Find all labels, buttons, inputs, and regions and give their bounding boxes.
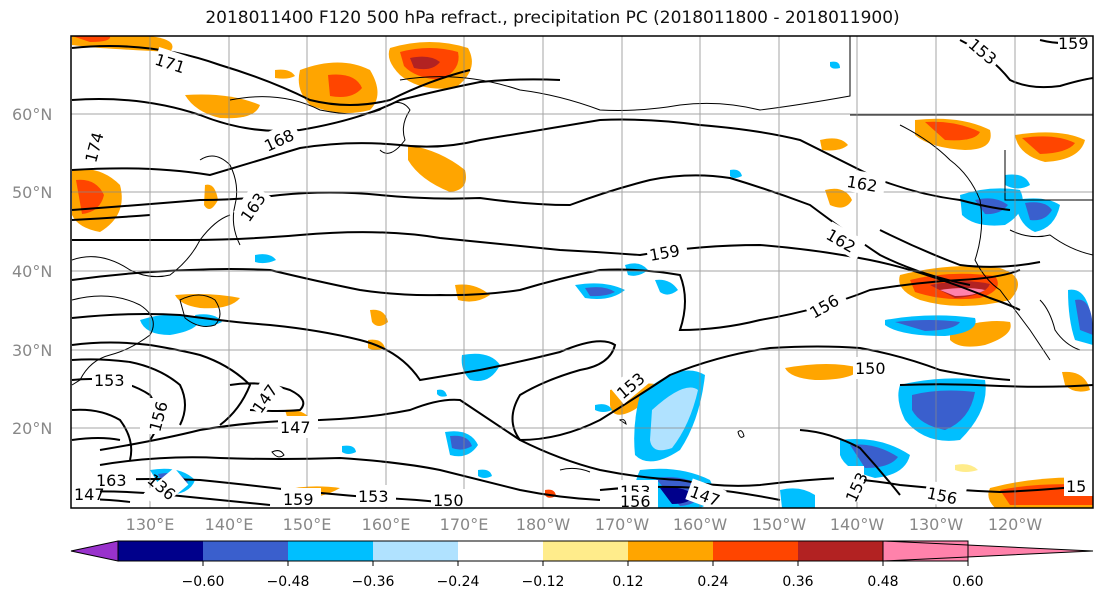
colorbar-segment xyxy=(118,541,203,561)
lat-label: 60°N xyxy=(12,105,52,124)
colorbar-tick-label: −0.12 xyxy=(522,574,565,590)
colorbar-tick-label: −0.24 xyxy=(437,574,480,590)
colorbar-tick-label: −0.60 xyxy=(182,574,225,590)
negative-precip-areas xyxy=(140,61,1093,508)
contour-label: 163 xyxy=(96,471,127,490)
colorbar-tick-label: −0.36 xyxy=(352,574,395,590)
lon-label: 180°W xyxy=(516,515,571,534)
lon-label: 130°E xyxy=(126,515,175,534)
lon-label: 170°W xyxy=(595,515,650,534)
colorbar: −0.60 −0.48 −0.36 −0.24 −0.12 0.12 0.24 … xyxy=(70,540,1094,590)
colorbar-tick-label: 0.12 xyxy=(612,574,643,590)
contour-label: 150 xyxy=(433,491,464,510)
contour-label: 156 xyxy=(620,492,651,511)
colorbar-segment xyxy=(458,541,543,561)
colorbar-tick-label: 0.48 xyxy=(867,574,898,590)
contour-label: 159 xyxy=(283,490,314,509)
contour-labels: 171 168 174 163 162 162 159 156 153 147 … xyxy=(72,34,1093,511)
contour-label: 15 xyxy=(1066,477,1086,496)
lon-label: 130°W xyxy=(909,515,964,534)
colorbar-segment xyxy=(798,541,883,561)
lon-label: 160°E xyxy=(362,515,411,534)
contour-label: 147 xyxy=(74,485,105,504)
contour-label: 150 xyxy=(855,359,886,378)
lon-label: 140°W xyxy=(830,515,885,534)
lon-label: 150°E xyxy=(283,515,332,534)
map-title: 2018011400 F120 500 hPa refract., precip… xyxy=(205,8,900,28)
colorbar-left-extension xyxy=(70,540,119,562)
contour-label: 153 xyxy=(358,487,389,506)
lon-label: 170°E xyxy=(440,515,489,534)
contour-label: 159 xyxy=(1058,34,1089,53)
lon-label: 160°W xyxy=(673,515,728,534)
map-frame xyxy=(70,35,1094,509)
colorbar-segment xyxy=(373,541,458,561)
latitude-labels: 20°N 30°N 40°N 50°N 60°N xyxy=(12,105,52,438)
coastlines xyxy=(71,36,1093,473)
colorbar-segment xyxy=(628,541,713,561)
lon-label: 140°E xyxy=(205,515,254,534)
colorbar-right-extension xyxy=(882,540,1094,562)
contour-label: 147 xyxy=(280,418,311,437)
colorbar-segment xyxy=(543,541,628,561)
colorbar-tick-label: 0.36 xyxy=(782,574,813,590)
colorbar-tick-label: −0.48 xyxy=(267,574,310,590)
colorbar-segment xyxy=(203,541,288,561)
lat-label: 50°N xyxy=(12,183,52,202)
lon-label: 150°W xyxy=(752,515,807,534)
contour-label: 153 xyxy=(94,371,125,390)
lat-label: 40°N xyxy=(12,262,52,281)
colorbar-segment xyxy=(713,541,798,561)
colorbar-segment xyxy=(288,541,373,561)
longitude-labels: 130°E 140°E 150°E 160°E 170°E 180°W 170°… xyxy=(126,515,1043,534)
lon-label: 120°W xyxy=(988,515,1043,534)
colorbar-tick-label: 0.60 xyxy=(952,574,983,590)
lat-label: 30°N xyxy=(12,341,52,360)
colorbar-tick-label: 0.24 xyxy=(697,574,728,590)
lat-label: 20°N xyxy=(12,419,52,438)
